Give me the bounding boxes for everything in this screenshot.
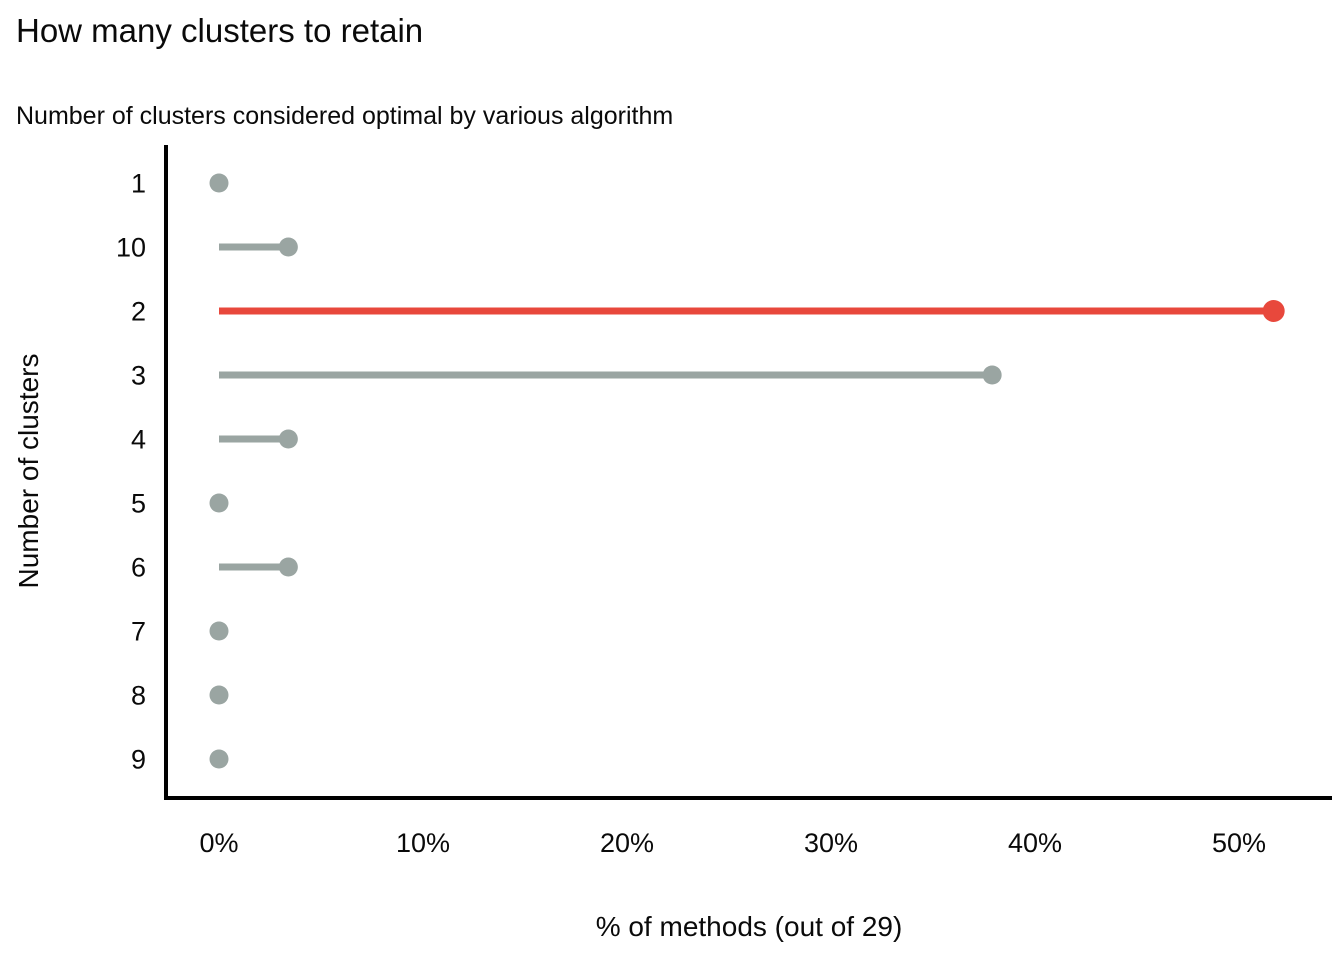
- chart-subtitle: Number of clusters considered optimal by…: [16, 102, 673, 130]
- y-category-label: 7: [131, 616, 146, 646]
- lollipop-dot: [982, 365, 1002, 385]
- lollipop-dot: [209, 685, 229, 705]
- x-tick-label: 30%: [804, 828, 858, 858]
- x-tick-label: 0%: [199, 828, 238, 858]
- y-category-label: 10: [116, 232, 146, 262]
- y-axis-title: Number of clusters: [13, 354, 44, 589]
- x-tick-label: 40%: [1008, 828, 1062, 858]
- x-tick-label: 10%: [396, 828, 450, 858]
- lollipop-dot: [209, 749, 229, 769]
- y-category-label: 3: [131, 360, 146, 390]
- lollipop-dot: [278, 429, 298, 449]
- y-category-label: 5: [131, 488, 146, 518]
- y-category-label: 2: [131, 296, 146, 326]
- lollipop-dot: [278, 557, 298, 577]
- lollipop-dot: [1262, 300, 1285, 322]
- x-tick-label: 20%: [600, 828, 654, 858]
- plot-area: 0% 10% 20% 30% 40% 50% 1 10 2 3 4 5 6 7 8 9: [116, 145, 1332, 858]
- lollipop-dot: [209, 493, 229, 513]
- x-tick-label: 50%: [1212, 828, 1266, 858]
- chart-title: How many clusters to retain: [16, 12, 423, 49]
- y-category-label: 6: [131, 552, 146, 582]
- y-category-label: 4: [131, 424, 146, 454]
- lollipop-dot: [209, 173, 229, 193]
- lollipop-dot: [209, 621, 229, 641]
- x-axis-title: % of methods (out of 29): [596, 911, 903, 942]
- lollipop-dot: [278, 237, 298, 257]
- y-category-label: 1: [131, 168, 146, 198]
- y-category-label: 8: [131, 680, 146, 710]
- y-category-label: 9: [131, 744, 146, 774]
